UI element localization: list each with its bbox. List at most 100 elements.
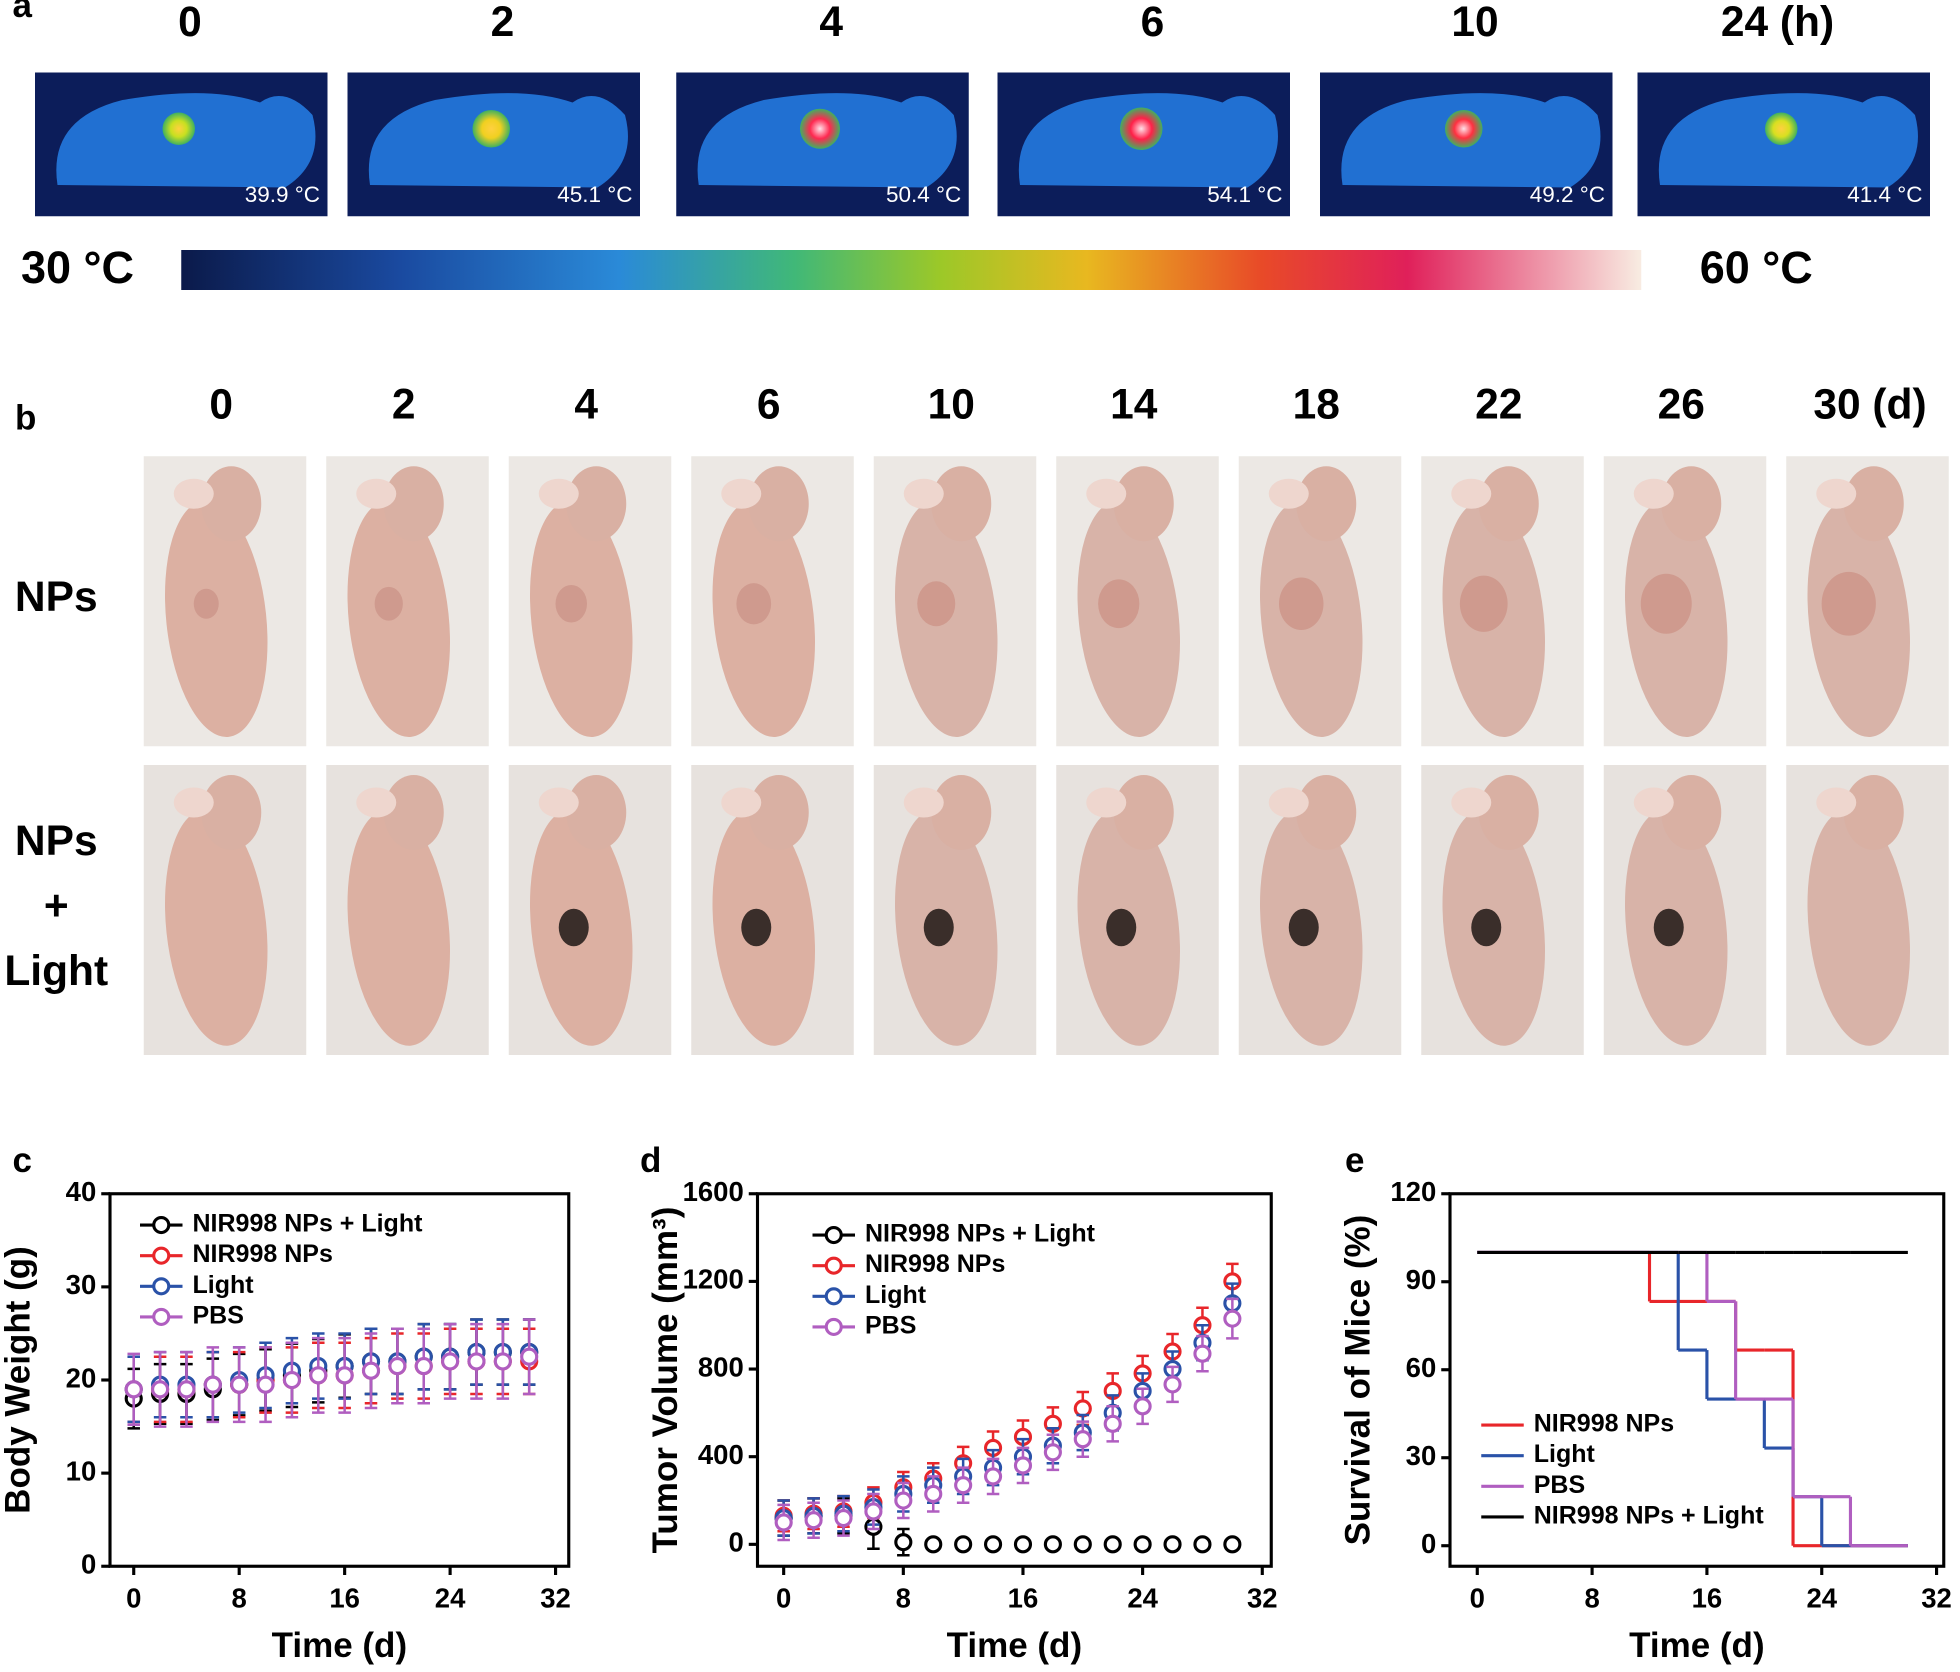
data-point bbox=[864, 1502, 883, 1521]
data-point bbox=[1103, 1414, 1122, 1433]
day-label: 30 (d) bbox=[1813, 382, 1926, 429]
legend-label: PBS bbox=[193, 1301, 244, 1329]
mouse-head bbox=[1296, 466, 1357, 542]
mouse-body bbox=[1807, 809, 1911, 1046]
data-point bbox=[467, 1352, 486, 1371]
x-axis-label: Time (d) bbox=[1629, 1626, 1764, 1665]
mouse-ear bbox=[1086, 787, 1127, 818]
tumor bbox=[736, 583, 772, 625]
day-label: 26 bbox=[1658, 382, 1705, 429]
x-tick-label: 24 bbox=[435, 1582, 466, 1613]
y-tick-label: 30 bbox=[1406, 1440, 1437, 1471]
hot-spot bbox=[1120, 107, 1163, 151]
data-point bbox=[1073, 1535, 1092, 1554]
mouse-head bbox=[1113, 775, 1174, 850]
y-tick-label: 60 bbox=[1406, 1352, 1437, 1383]
row-label: + bbox=[44, 883, 69, 930]
data-point bbox=[1223, 1535, 1242, 1554]
time-label: 0 bbox=[178, 0, 202, 46]
y-tick-label: 20 bbox=[66, 1362, 97, 1393]
data-point bbox=[1163, 1375, 1182, 1394]
day-label: 22 bbox=[1475, 382, 1522, 429]
data-point bbox=[1073, 1430, 1092, 1449]
mouse-head bbox=[1478, 466, 1539, 542]
x-tick-label: 32 bbox=[1247, 1582, 1278, 1613]
mouse-body bbox=[164, 500, 268, 737]
y-axis-label: Body Weight (g) bbox=[0, 1246, 37, 1514]
legend-marker bbox=[824, 1225, 843, 1245]
y-tick-label: 40 bbox=[66, 1176, 97, 1207]
data-point bbox=[203, 1375, 222, 1394]
data-point bbox=[361, 1361, 381, 1380]
panel-label: a bbox=[13, 0, 33, 25]
data-point bbox=[1073, 1399, 1092, 1418]
data-point bbox=[1193, 1344, 1212, 1363]
tumor bbox=[1279, 577, 1324, 630]
tumor bbox=[1821, 571, 1876, 636]
scab bbox=[923, 908, 954, 947]
axes-frame bbox=[108, 1192, 571, 1568]
mouse-ear bbox=[538, 478, 579, 509]
mouse-ear bbox=[356, 478, 397, 509]
mouse-head bbox=[201, 775, 262, 850]
data-point bbox=[230, 1375, 249, 1394]
mouse-ear bbox=[1816, 787, 1857, 818]
x-axis-label: Time (d) bbox=[272, 1626, 407, 1665]
hot-spot bbox=[472, 110, 510, 148]
time-label: 24 (h) bbox=[1721, 0, 1834, 46]
data-point bbox=[441, 1352, 460, 1371]
legend-label: NIR998 NPs + Light bbox=[865, 1220, 1096, 1248]
data-point bbox=[1133, 1535, 1152, 1554]
data-point bbox=[894, 1533, 913, 1552]
data-point bbox=[1103, 1535, 1122, 1554]
mouse-head bbox=[383, 466, 444, 542]
tumor bbox=[917, 581, 956, 627]
mouse-head bbox=[566, 775, 627, 850]
hot-spot bbox=[1765, 112, 1798, 146]
data-point bbox=[774, 1513, 793, 1532]
mouse-head bbox=[1661, 466, 1722, 542]
legend-marker bbox=[824, 1287, 843, 1306]
time-label: 4 bbox=[819, 0, 843, 46]
hot-spot bbox=[800, 108, 840, 149]
mouse-body bbox=[347, 809, 451, 1046]
y-axis-label: Tumor Volume (mm³) bbox=[646, 1207, 685, 1554]
data-point bbox=[954, 1476, 973, 1495]
legend-label: PBS bbox=[1534, 1471, 1585, 1499]
x-tick-label: 8 bbox=[1584, 1582, 1599, 1613]
y-tick-label: 400 bbox=[698, 1439, 744, 1470]
day-label: 0 bbox=[209, 382, 233, 429]
mouse-ear bbox=[173, 787, 214, 818]
mouse-ear bbox=[1633, 787, 1674, 818]
tumor bbox=[1098, 579, 1140, 629]
data-point bbox=[493, 1352, 512, 1371]
legend-label: NIR998 NPs bbox=[193, 1240, 333, 1268]
data-point bbox=[1193, 1535, 1212, 1554]
x-tick-label: 32 bbox=[540, 1582, 571, 1613]
scab bbox=[558, 908, 589, 947]
tumor bbox=[193, 588, 219, 619]
y-tick-label: 1600 bbox=[683, 1176, 744, 1207]
tumor bbox=[1459, 575, 1508, 632]
data-point bbox=[1223, 1309, 1242, 1328]
legend-label: Light bbox=[193, 1271, 255, 1299]
x-tick-label: 8 bbox=[896, 1582, 911, 1613]
data-point bbox=[151, 1380, 170, 1399]
colorbar-max: 60 °C bbox=[1700, 242, 1813, 293]
mouse-ear bbox=[1816, 478, 1857, 509]
data-point bbox=[924, 1535, 943, 1554]
data-point bbox=[983, 1535, 1003, 1554]
mouse-ear bbox=[1268, 478, 1309, 509]
data-point bbox=[1163, 1535, 1182, 1554]
colorbar-min: 30 °C bbox=[21, 242, 134, 293]
temperature-label: 50.4 °C bbox=[886, 182, 961, 207]
row-label: NPs bbox=[15, 818, 98, 865]
mouse-ear bbox=[1268, 787, 1309, 818]
mouse-ear bbox=[903, 478, 944, 509]
tumor bbox=[374, 586, 403, 621]
mouse-head bbox=[383, 775, 444, 850]
y-tick-label: 800 bbox=[698, 1351, 744, 1382]
data-point bbox=[954, 1535, 973, 1554]
mouse-head bbox=[1843, 775, 1904, 850]
mouse-head bbox=[1296, 775, 1357, 850]
